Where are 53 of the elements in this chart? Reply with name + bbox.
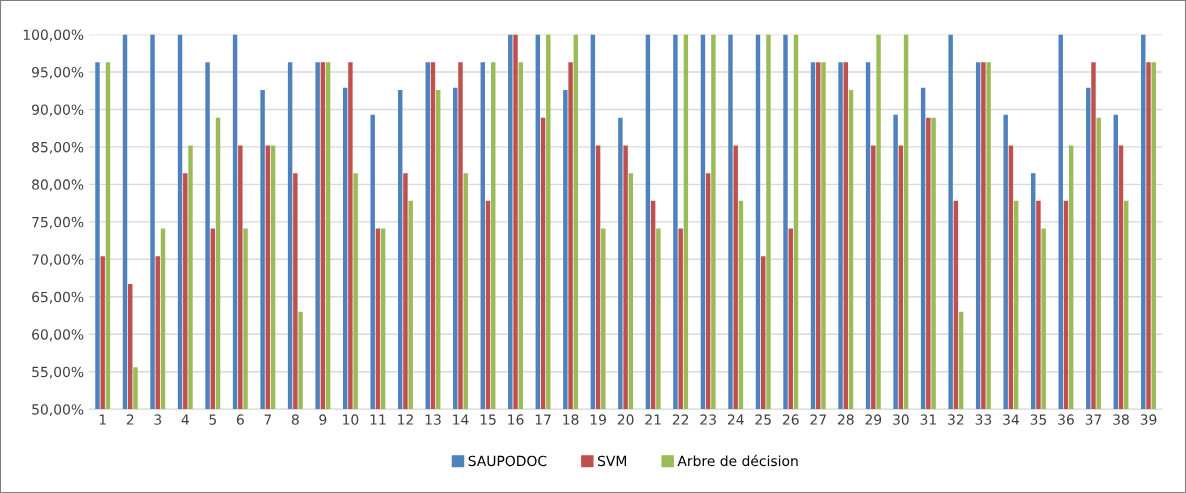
x-tick-label: 7 [264,414,272,425]
x-tick-label: 36 [1058,414,1074,425]
x-tick-label: 3 [154,414,162,425]
x-tick-label: 17 [535,414,551,425]
x-tick-label: 26 [782,414,799,425]
x-tick-label: 24 [727,414,744,425]
legend-label: Arbre de décision [677,454,798,467]
x-tick-label: 31 [920,414,936,425]
y-tick-label: 80,00% [32,179,84,192]
x-tick-label: 30 [893,414,909,425]
x-tick-label: 4 [181,414,189,425]
x-tick-label: 13 [425,414,441,425]
x-tick-label: 5 [209,414,216,425]
y-tick-label: 75,00% [32,216,84,229]
x-tick-label: 16 [508,414,524,425]
x-tick-label: 20 [617,414,634,425]
x-tick-label: 32 [948,414,964,425]
y-tick-label: 70,00% [32,254,84,267]
x-tick-label: 10 [343,414,359,425]
x-tick-label: 6 [236,414,244,425]
x-tick-label: 12 [398,414,413,425]
y-tick-label: 65,00% [32,291,84,304]
x-tick-label: 1 [99,414,106,425]
x-tick-label: 22 [672,414,689,425]
x-tick-label: 14 [453,414,469,425]
legend-label: SAUPODOC [468,455,547,467]
x-tick-label: 15 [480,414,496,425]
x-tick-label: 2 [126,414,134,425]
x-tick-label: 35 [1030,414,1047,425]
x-tick-label: 21 [645,414,661,425]
x-tick-label: 39 [1140,414,1157,425]
x-tick-label: 28 [837,414,854,425]
legend-label: SVM [598,455,627,467]
y-tick-label: 50,00% [32,404,84,417]
x-tick-label: 18 [563,414,579,425]
y-tick-label: 90,00% [32,104,84,117]
y-tick-label: 85,00% [32,141,84,154]
x-tick-label: 9 [319,414,327,425]
x-tick-label: 11 [370,414,386,425]
x-tick-label: 29 [865,414,882,425]
y-tick-label: 60,00% [32,329,84,342]
y-tick-label: 100,00% [23,29,84,42]
x-tick-label: 19 [590,414,606,425]
y-tick-label: 95,00% [32,66,84,79]
x-tick-label: 33 [975,414,992,425]
x-tick-label: 37 [1085,414,1102,425]
x-tick-label: 25 [755,414,771,425]
x-tick-label: 8 [291,414,299,425]
y-tick-label: 55,00% [32,366,84,379]
x-tick-label: 34 [1003,414,1019,425]
x-tick-label: 38 [1113,414,1129,425]
x-tick-label: 23 [700,414,716,425]
x-tick-label: 27 [810,414,826,425]
